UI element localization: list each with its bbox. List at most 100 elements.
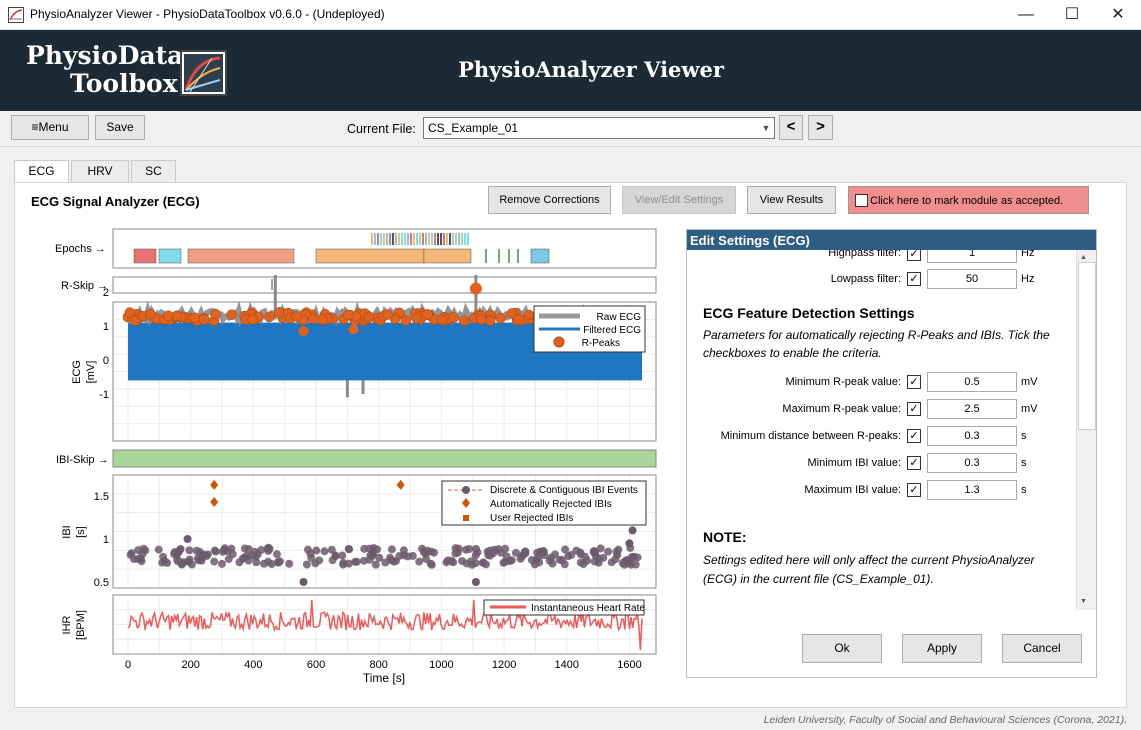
xtick-label: 800 <box>370 659 388 671</box>
view-results-button[interactable]: View Results <box>747 186 836 214</box>
r-peak-marker <box>448 312 459 323</box>
ecg-ytick: 2 <box>103 287 109 299</box>
scroll-thumb[interactable] <box>1078 262 1096 430</box>
min-ibi-unit: s <box>1021 457 1027 469</box>
ibi-point <box>576 558 585 567</box>
ibi-point <box>494 545 503 554</box>
ihr-line <box>127 599 643 651</box>
epoch-tick <box>452 233 454 245</box>
legend-ihr: Instantaneous Heart Rate <box>531 603 645 614</box>
epoch-tick <box>401 233 403 245</box>
tab-ecg[interactable]: ECG <box>14 160 69 183</box>
max-rpeak-input[interactable]: 2.5 <box>927 399 1017 419</box>
epoch-tick <box>419 233 421 245</box>
edit-settings-panel: Edit Settings (ECG) Highpass filter: ✓ 1… <box>686 229 1097 678</box>
epoch-tick <box>422 233 424 245</box>
max-rpeak-checkbox[interactable]: ✓ <box>907 402 921 416</box>
epoch-tick <box>383 233 385 245</box>
prev-file-button[interactable]: < <box>779 115 803 140</box>
r-peak-marker <box>291 311 302 322</box>
ibi-point <box>375 553 384 562</box>
min-ibi-input[interactable]: 0.3 <box>927 453 1017 473</box>
close-button[interactable]: ✕ <box>1111 6 1125 23</box>
ibi-point <box>272 550 281 559</box>
epochs-markers[interactable] <box>133 233 550 264</box>
ecg-yunit: [mV] <box>85 361 97 384</box>
ibi-point <box>351 557 360 566</box>
ibi-point <box>532 556 541 565</box>
header-title: PhysioAnalyzer Viewer <box>458 57 724 82</box>
save-button[interactable]: Save <box>95 115 145 140</box>
scroll-up-icon[interactable]: ▲ <box>1080 254 1087 261</box>
xtick-label: 1600 <box>617 659 641 671</box>
ibi-point <box>426 559 435 568</box>
scroll-down-icon[interactable]: ▼ <box>1080 598 1087 605</box>
min-rpeak-input[interactable]: 0.5 <box>927 372 1017 392</box>
r-peak-marker <box>506 308 517 319</box>
logo-line1: PhysioData <box>26 41 184 70</box>
ibi-point <box>415 557 424 566</box>
ibi-point <box>163 558 172 567</box>
accept-module-checkbox[interactable]: Click here to mark module as accepted. <box>848 186 1089 214</box>
tab-sc[interactable]: SC <box>131 160 176 182</box>
current-file-label: Current File: <box>347 122 416 136</box>
r-peak-marker <box>343 309 354 321</box>
next-file-button[interactable]: > <box>808 115 833 140</box>
min-distance-input[interactable]: 0.3 <box>927 426 1017 446</box>
ibi-point <box>511 548 520 557</box>
logo-text: PhysioData Toolbox <box>26 42 183 98</box>
ibiskip-bar[interactable] <box>112 449 657 468</box>
ecg-signal[interactable] <box>122 275 645 398</box>
ecg-ylabel: ECG <box>71 360 83 384</box>
cancel-button[interactable]: Cancel <box>1002 634 1082 663</box>
ibi-point <box>625 539 634 548</box>
min-distance-unit: s <box>1021 430 1027 442</box>
min-rpeak-checkbox[interactable]: ✓ <box>907 375 921 389</box>
accept-label: Click here to mark module as accepted. <box>870 195 1064 207</box>
current-file-value: CS_Example_01 <box>428 121 519 135</box>
ibi-point <box>217 559 226 568</box>
ibi-point <box>210 546 219 555</box>
lowpass-input[interactable]: 50 <box>927 269 1017 289</box>
ibi-point <box>505 557 514 566</box>
min-ibi-checkbox[interactable]: ✓ <box>907 456 921 470</box>
r-peak-marker <box>436 314 448 326</box>
time-xticks: 0 200 400 600 800 1000 1200 1400 1600 <box>125 659 642 671</box>
current-file-select[interactable]: CS_Example_01 ▼ <box>423 117 775 139</box>
ibi-point <box>611 555 620 564</box>
ibi-point <box>264 557 273 566</box>
xtick-label: 600 <box>307 659 325 671</box>
view-edit-settings-button[interactable]: View/Edit Settings <box>622 186 736 214</box>
epoch-block <box>423 248 472 264</box>
ecg-ytick: 1 <box>103 321 109 333</box>
ibi-point <box>242 552 251 561</box>
min-distance-checkbox[interactable]: ✓ <box>907 429 921 443</box>
menu-button[interactable]: ≡Menu <box>11 115 89 140</box>
maximize-button[interactable]: ☐ <box>1064 6 1080 23</box>
epoch-tick <box>498 249 500 263</box>
max-ibi-input[interactable]: 1.3 <box>927 480 1017 500</box>
lowpass-checkbox[interactable]: ✓ <box>907 272 921 286</box>
epoch-tick <box>461 233 463 245</box>
ok-button[interactable]: Ok <box>802 634 882 663</box>
ibi-point <box>564 552 573 561</box>
feature-detection-title: ECG Feature Detection Settings <box>703 305 915 321</box>
ibi-point <box>302 560 311 569</box>
minimize-button[interactable]: — <box>1018 6 1034 23</box>
tab-hrv[interactable]: HRV <box>71 160 129 182</box>
xtick-label: 400 <box>244 659 262 671</box>
r-peak-marker <box>382 309 393 320</box>
max-ibi-checkbox[interactable]: ✓ <box>907 483 921 497</box>
rskip-axis[interactable] <box>112 276 657 294</box>
remove-corrections-button[interactable]: Remove Corrections <box>488 186 611 214</box>
ihr-series[interactable] <box>127 599 643 651</box>
settings-scrollbar[interactable]: ▲ ▼ <box>1076 250 1096 610</box>
r-peak-marker <box>298 326 309 337</box>
apply-button[interactable]: Apply <box>902 634 982 663</box>
epoch-tick <box>395 233 397 245</box>
ibi-point <box>338 551 347 560</box>
epoch-block <box>158 248 182 264</box>
epoch-tick <box>508 249 510 263</box>
ibi-point <box>368 551 377 560</box>
ibi-series[interactable] <box>126 479 642 586</box>
